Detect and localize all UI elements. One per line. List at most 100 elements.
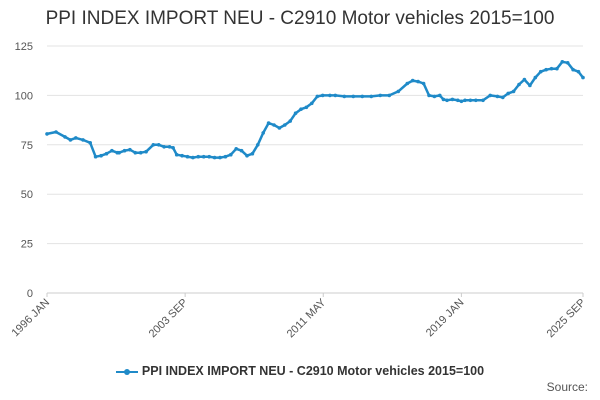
data-point[interactable] [528, 83, 532, 88]
data-point[interactable] [54, 130, 58, 134]
data-point[interactable] [218, 155, 222, 160]
data-point[interactable] [255, 143, 260, 147]
data-point[interactable] [99, 153, 103, 158]
data-point[interactable] [185, 154, 190, 159]
data-point[interactable] [151, 143, 156, 147]
data-point[interactable] [81, 138, 85, 142]
data-point[interactable] [191, 155, 195, 160]
data-point[interactable] [171, 146, 175, 150]
data-point[interactable] [495, 94, 500, 99]
data-point[interactable] [533, 75, 538, 80]
data-point[interactable] [410, 78, 415, 83]
data-point[interactable] [180, 153, 184, 158]
data-point[interactable] [328, 93, 332, 98]
data-point[interactable] [201, 154, 206, 159]
data-point[interactable] [378, 93, 383, 98]
data-point[interactable] [571, 67, 575, 72]
data-point[interactable] [288, 119, 293, 123]
data-point[interactable] [396, 89, 401, 94]
data-point[interactable] [351, 94, 356, 99]
data-point[interactable] [223, 154, 228, 159]
data-point[interactable] [450, 97, 455, 102]
data-point[interactable] [421, 81, 426, 86]
data-point[interactable] [133, 150, 138, 155]
data-point[interactable] [283, 123, 287, 127]
data-point[interactable] [167, 145, 172, 149]
data-point[interactable] [74, 136, 78, 140]
data-point[interactable] [110, 148, 114, 153]
data-point[interactable] [196, 154, 201, 159]
data-point[interactable] [555, 66, 559, 71]
y-tick-label: 125 [15, 41, 33, 53]
data-point[interactable] [162, 145, 166, 149]
data-point[interactable] [445, 98, 449, 103]
data-point[interactable] [207, 154, 211, 159]
data-point[interactable] [229, 152, 233, 157]
data-point[interactable] [463, 98, 467, 103]
data-point[interactable] [310, 101, 314, 106]
data-point[interactable] [266, 121, 271, 125]
data-point[interactable] [581, 75, 585, 80]
data-point[interactable] [576, 69, 581, 74]
data-point[interactable] [360, 94, 365, 99]
data-point[interactable] [522, 77, 527, 82]
data-point[interactable] [468, 98, 473, 103]
data-point[interactable] [438, 93, 442, 98]
data-point[interactable] [104, 151, 109, 156]
data-point[interactable] [538, 69, 543, 74]
data-point[interactable] [117, 150, 121, 155]
data-point[interactable] [68, 138, 73, 142]
y-tick-label: 0 [27, 288, 33, 300]
data-point[interactable] [304, 105, 309, 110]
data-point[interactable] [272, 123, 276, 127]
data-point[interactable] [315, 94, 320, 99]
data-point[interactable] [234, 147, 238, 151]
data-point[interactable] [174, 152, 179, 157]
data-point[interactable] [427, 93, 431, 98]
data-point[interactable] [416, 79, 420, 84]
data-point[interactable] [342, 94, 347, 99]
data-point[interactable] [138, 150, 143, 155]
data-point[interactable] [405, 81, 410, 86]
data-point[interactable] [245, 153, 249, 158]
data-point[interactable] [144, 149, 148, 154]
data-point[interactable] [212, 155, 217, 160]
data-point[interactable] [501, 95, 505, 100]
data-point[interactable] [560, 60, 565, 64]
data-point[interactable] [488, 93, 493, 98]
data-point[interactable] [333, 93, 338, 98]
data-point[interactable] [156, 143, 161, 147]
data-point[interactable] [387, 93, 392, 98]
y-tick-labels: 0 25 50 75 100 125 [15, 41, 33, 300]
data-point[interactable] [441, 97, 446, 102]
data-point[interactable] [517, 82, 521, 87]
data-point[interactable] [299, 107, 303, 111]
data-point[interactable] [45, 132, 49, 136]
data-point[interactable] [456, 98, 460, 103]
data-point[interactable] [261, 131, 266, 135]
data-point[interactable] [250, 151, 255, 156]
legend[interactable]: PPI INDEX IMPORT NEU - C2910 Motor vehic… [0, 364, 600, 378]
series-line[interactable] [45, 60, 585, 159]
data-point[interactable] [369, 94, 374, 99]
data-point[interactable] [549, 66, 554, 71]
data-point[interactable] [511, 89, 516, 94]
data-point[interactable] [481, 98, 485, 103]
data-point[interactable] [544, 67, 548, 72]
data-point[interactable] [320, 93, 325, 98]
data-point[interactable] [63, 135, 67, 139]
data-point[interactable] [122, 148, 127, 153]
y-tick-label: 25 [21, 239, 33, 251]
data-point[interactable] [565, 61, 570, 65]
data-point[interactable] [459, 99, 464, 104]
data-point[interactable] [128, 147, 132, 152]
data-point[interactable] [474, 98, 478, 103]
data-point[interactable] [239, 148, 244, 153]
data-point[interactable] [88, 141, 92, 145]
data-point[interactable] [277, 126, 282, 130]
data-point[interactable] [93, 154, 98, 159]
chart-title: PPI INDEX IMPORT NEU - C2910 Motor vehic… [45, 8, 555, 29]
data-point[interactable] [293, 111, 298, 115]
data-point[interactable] [506, 91, 511, 96]
data-point[interactable] [432, 94, 437, 99]
